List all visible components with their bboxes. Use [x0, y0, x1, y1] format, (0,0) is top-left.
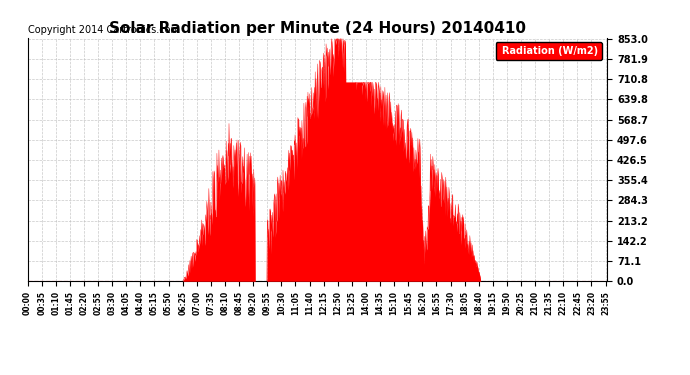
Text: Copyright 2014 Cartronics.com: Copyright 2014 Cartronics.com	[28, 25, 179, 35]
Legend: Radiation (W/m2): Radiation (W/m2)	[495, 42, 602, 60]
Title: Solar Radiation per Minute (24 Hours) 20140410: Solar Radiation per Minute (24 Hours) 20…	[109, 21, 526, 36]
